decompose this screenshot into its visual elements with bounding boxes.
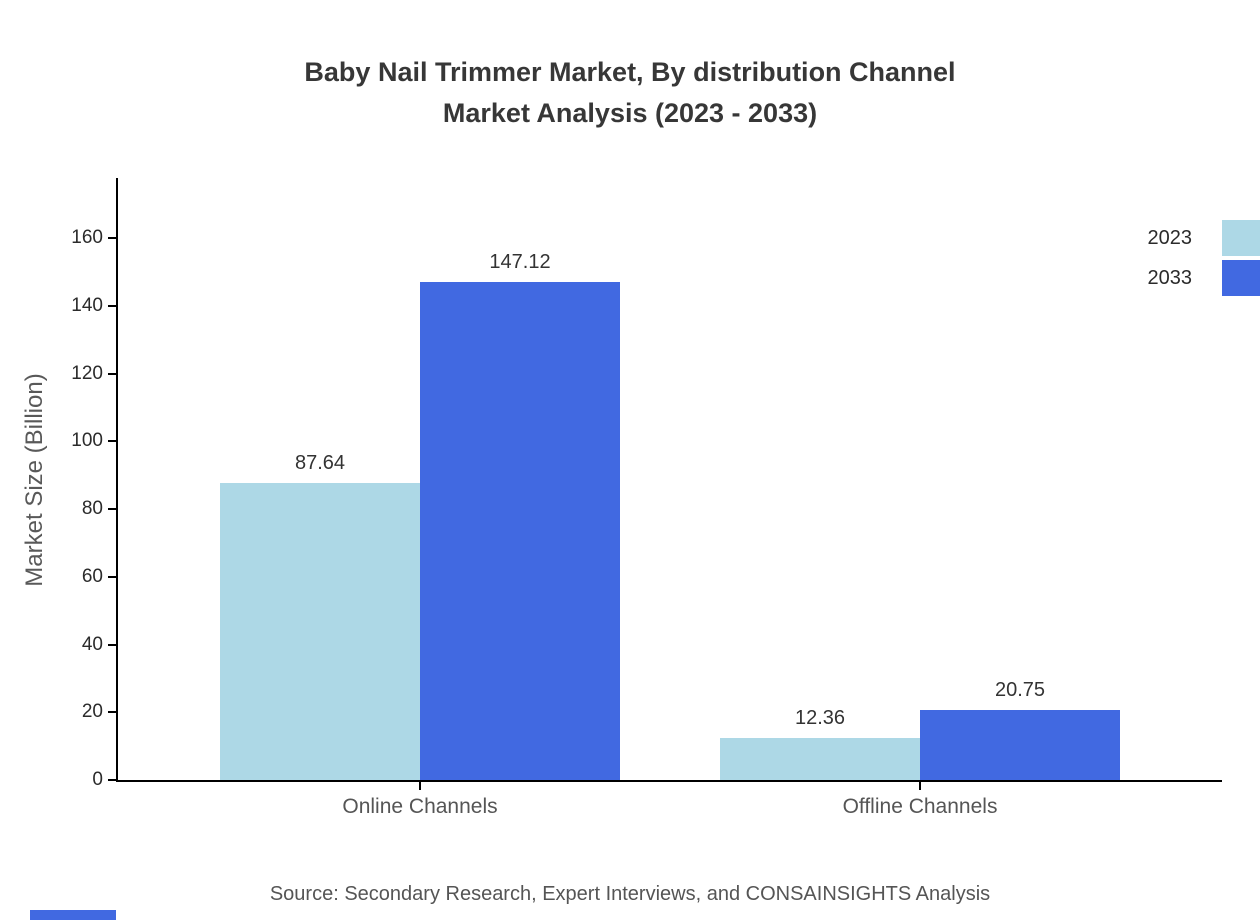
x-category-label: Online Channels bbox=[342, 795, 498, 818]
y-axis-line bbox=[116, 178, 118, 782]
x-tick-mark bbox=[419, 782, 421, 790]
legend: 2023 2033 bbox=[1148, 219, 1260, 299]
y-tick-label: 80 bbox=[81, 498, 103, 519]
y-tick-mark bbox=[108, 779, 116, 781]
bar-value-label: 87.64 bbox=[294, 452, 346, 474]
y-tick-label: 100 bbox=[71, 430, 103, 452]
legend-item-2033: 2033 bbox=[1148, 259, 1260, 297]
x-category-label: Offline Channels bbox=[842, 795, 998, 818]
y-tick-mark bbox=[108, 440, 116, 443]
legend-swatch-2023 bbox=[1222, 220, 1260, 256]
bar-2023-offline-channels bbox=[720, 738, 920, 780]
y-tick-label: 0 bbox=[92, 769, 103, 790]
y-tick-mark bbox=[108, 575, 116, 578]
y-tick-mark bbox=[108, 711, 116, 714]
chart-title-line1: Baby Nail Trimmer Market, By distributio… bbox=[304, 57, 956, 87]
legend-label-2033: 2033 bbox=[1147, 266, 1193, 289]
x-tick-mark bbox=[919, 782, 921, 790]
y-tick-label: 60 bbox=[81, 565, 103, 587]
y-tick-label: 40 bbox=[81, 633, 103, 655]
x-axis-line bbox=[116, 780, 1222, 782]
y-tick-mark bbox=[108, 643, 116, 646]
y-tick-label: 140 bbox=[71, 294, 103, 316]
y-tick-label: 160 bbox=[71, 227, 103, 248]
legend-label-2023: 2023 bbox=[1147, 226, 1193, 249]
bar-2033-online-channels bbox=[420, 282, 620, 780]
legend-swatch-2033 bbox=[1222, 260, 1260, 296]
bar-2033-offline-channels bbox=[920, 710, 1120, 780]
bar-value-label: 20.75 bbox=[994, 679, 1046, 701]
chart-title-line2: Market Analysis (2023 - 2033) bbox=[442, 98, 818, 128]
y-tick-mark bbox=[108, 237, 116, 239]
bar-value-label: 12.36 bbox=[794, 707, 846, 729]
y-tick-mark bbox=[108, 304, 116, 307]
bar-value-label: 147.12 bbox=[489, 251, 551, 273]
y-tick-mark bbox=[108, 372, 116, 375]
legend-item-2023: 2023 bbox=[1148, 219, 1260, 257]
y-tick-mark bbox=[108, 508, 116, 510]
chart-title: Baby Nail Trimmer Market, By distributio… bbox=[0, 52, 1260, 134]
y-tick-label: 120 bbox=[71, 362, 103, 384]
bar-2023-online-channels bbox=[220, 483, 420, 780]
source-note: Source: Secondary Research, Expert Inter… bbox=[269, 883, 991, 905]
y-tick-label: 20 bbox=[81, 701, 103, 723]
bottom-left-accent bbox=[30, 910, 116, 920]
y-axis-label: Market Size (Billion) bbox=[21, 373, 48, 587]
